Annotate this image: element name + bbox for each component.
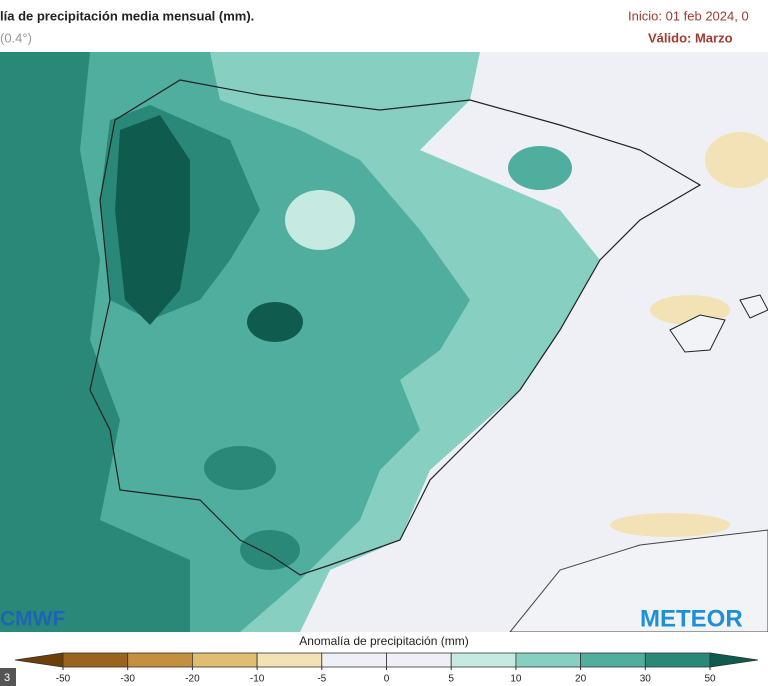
anomaly-30 (204, 446, 276, 490)
anomaly-30 (240, 530, 300, 570)
valid-date: Válido: Marzo (648, 30, 733, 45)
colorbar: -50 -30 -20 -10 -5 0 5 10 20 30 50 (14, 652, 759, 685)
corner-box (0, 668, 16, 686)
menorca (739, 294, 768, 319)
map (0, 52, 768, 632)
colorbar-segment (515, 652, 582, 668)
title: lía de precipitación media mensual (mm). (0, 8, 254, 23)
iberia-coast (89, 79, 702, 576)
colorbar-segment (321, 652, 387, 668)
anomaly-neg5 (705, 132, 768, 188)
anomaly-5 (285, 190, 355, 250)
colorbar-tick-label: -30 (120, 674, 135, 685)
corner-label: 3 (4, 672, 10, 684)
colorbar-segment (127, 652, 193, 668)
colorbar-tick-label: 50 (704, 674, 716, 685)
logo-right: METEOR (640, 605, 743, 632)
anomaly-20 (508, 146, 572, 190)
anomaly-50 (115, 115, 190, 325)
colorbar-tick-label: 0 (384, 674, 390, 685)
legend-title: Anomalía de precipitación (mm) (299, 634, 468, 648)
colorbar-segment (450, 652, 517, 668)
colorbar-tick-label: 20 (575, 674, 587, 685)
anomaly-30-ocean (0, 52, 190, 632)
subtitle: (0.4°) (0, 30, 32, 45)
colorbar-tick-label: -20 (185, 674, 200, 685)
colorbar-tick-label: -10 (250, 674, 265, 685)
colorbar-segment (191, 652, 258, 668)
colorbar-tick-label: -5 (317, 674, 326, 685)
colorbar-segment (256, 652, 323, 668)
colorbar-end (709, 652, 759, 668)
colorbar-segment (644, 652, 711, 668)
colorbar-tick-label: 10 (510, 674, 522, 685)
colorbar-segment (580, 652, 646, 668)
anomaly-neg5 (610, 513, 730, 537)
mallorca (669, 314, 726, 353)
colorbar-tick-label: 5 (448, 674, 454, 685)
colorbar-segment (386, 652, 452, 668)
colorbar-tick-label: -50 (56, 674, 71, 685)
africa-coast (509, 529, 768, 632)
start-date: Inicio: 01 feb 2024, 0 (628, 8, 749, 23)
anomaly-50 (247, 302, 303, 342)
logo-left: CMWF (0, 608, 65, 631)
colorbar-tick-label: 30 (640, 674, 652, 685)
colorbar-segment (62, 652, 129, 668)
